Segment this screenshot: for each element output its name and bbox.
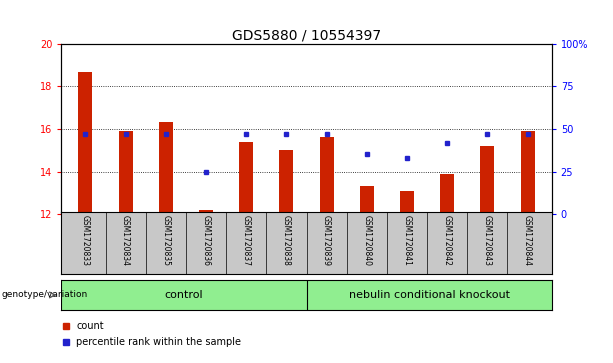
Text: count: count bbox=[76, 321, 104, 331]
Text: GSM1720838: GSM1720838 bbox=[282, 215, 291, 266]
Bar bbox=[280, 150, 294, 214]
Bar bbox=[159, 122, 173, 214]
Text: GSM1720834: GSM1720834 bbox=[121, 215, 130, 266]
Bar bbox=[440, 174, 454, 214]
Text: GSM1720833: GSM1720833 bbox=[81, 215, 90, 266]
Text: GSM1720841: GSM1720841 bbox=[403, 215, 411, 266]
Text: GSM1720836: GSM1720836 bbox=[202, 215, 210, 266]
Title: GDS5880 / 10554397: GDS5880 / 10554397 bbox=[232, 28, 381, 42]
Bar bbox=[481, 146, 495, 214]
Text: genotype/variation: genotype/variation bbox=[1, 290, 88, 299]
Text: GSM1720839: GSM1720839 bbox=[322, 215, 331, 266]
Bar bbox=[78, 72, 93, 214]
Bar bbox=[400, 191, 414, 214]
Text: GSM1720835: GSM1720835 bbox=[161, 215, 170, 266]
Text: nebulin conditional knockout: nebulin conditional knockout bbox=[349, 290, 509, 300]
Bar bbox=[319, 138, 333, 214]
Text: GSM1720842: GSM1720842 bbox=[443, 215, 452, 266]
Text: GSM1720840: GSM1720840 bbox=[362, 215, 371, 266]
Text: GSM1720843: GSM1720843 bbox=[483, 215, 492, 266]
Bar bbox=[239, 142, 253, 214]
Text: GSM1720844: GSM1720844 bbox=[523, 215, 532, 266]
Bar bbox=[520, 131, 535, 214]
Text: control: control bbox=[164, 290, 204, 300]
Bar bbox=[199, 210, 213, 214]
Text: percentile rank within the sample: percentile rank within the sample bbox=[76, 337, 241, 347]
Bar bbox=[360, 187, 374, 214]
Text: GSM1720837: GSM1720837 bbox=[242, 215, 251, 266]
Bar bbox=[118, 131, 132, 214]
